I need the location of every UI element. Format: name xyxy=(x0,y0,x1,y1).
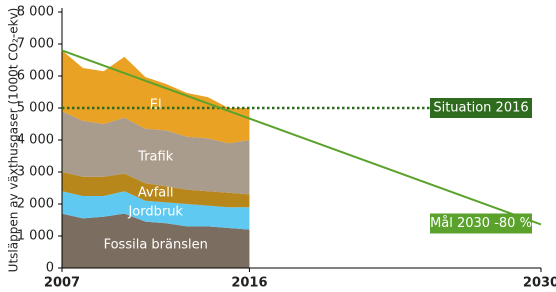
area xyxy=(62,213,250,268)
y-tick-label: 2 000 xyxy=(17,197,54,212)
series-label: Jordbruk xyxy=(127,205,183,220)
y-tick-label: 6 000 xyxy=(17,69,54,84)
area xyxy=(62,172,250,208)
series-label: Fossila bränslen xyxy=(104,238,208,253)
y-tick-label: 5 000 xyxy=(17,101,54,116)
y-tick-label: 7 000 xyxy=(17,37,54,52)
series-label: Avfall xyxy=(138,186,174,201)
area xyxy=(62,191,250,230)
x-tick-label: 2007 xyxy=(44,276,80,291)
x-tick-label: 2016 xyxy=(231,276,267,291)
y-axis-label: Utsläppen av växthusgaser (1000t CO₂-ekv… xyxy=(7,8,21,273)
y-tick-label: 4 000 xyxy=(17,133,54,148)
target-label: Mål 2030 -80 % xyxy=(430,216,532,231)
y-tick-label: 8 000 xyxy=(17,5,54,20)
area xyxy=(62,111,250,195)
x-tick-label: 2030 xyxy=(523,276,556,291)
target-box xyxy=(430,213,532,234)
area xyxy=(62,50,250,144)
situation-label: Situation 2016 xyxy=(433,101,528,116)
y-tick-label: 3 000 xyxy=(17,165,54,180)
y-tick-label: 1 000 xyxy=(17,229,54,244)
target-line xyxy=(61,49,542,226)
series-label: El xyxy=(150,98,162,113)
series-label: Trafik xyxy=(137,150,174,165)
situation-box xyxy=(430,98,532,118)
y-tick-label: 0 xyxy=(46,261,54,276)
